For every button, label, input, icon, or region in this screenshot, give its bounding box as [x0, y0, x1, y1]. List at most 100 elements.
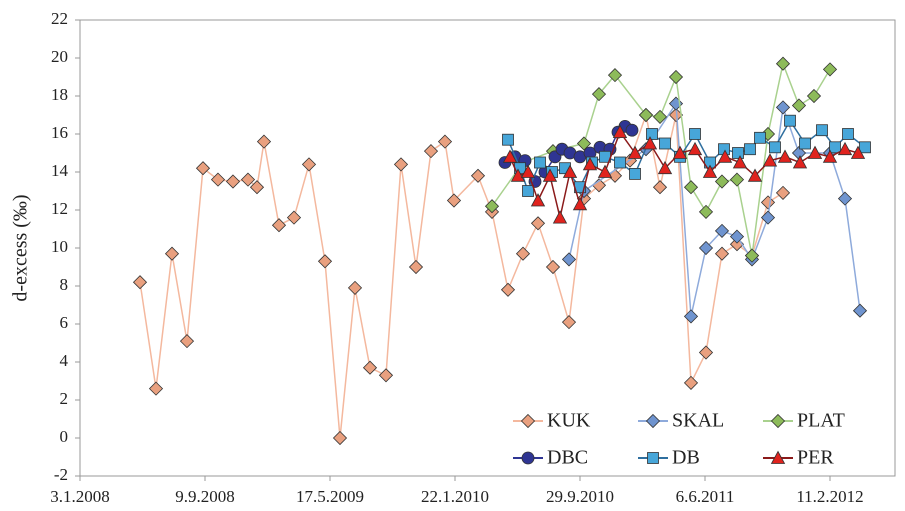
legend-marker [645, 413, 661, 429]
marker [729, 172, 745, 187]
x-tick-label: 22.1.2010 [421, 487, 489, 506]
marker [760, 210, 776, 225]
marker [515, 246, 531, 261]
marker [837, 141, 853, 156]
marker [775, 185, 791, 200]
legend-marker [770, 450, 786, 464]
marker [437, 134, 453, 149]
marker [317, 254, 333, 269]
marker [627, 145, 643, 159]
marker [702, 164, 718, 178]
marker [470, 168, 486, 183]
y-tick-label: 0 [60, 427, 69, 446]
marker [652, 180, 668, 195]
x-tick-label: 29.9.2010 [546, 487, 614, 506]
marker [195, 161, 211, 176]
marker [775, 100, 791, 115]
marker [562, 164, 578, 178]
marker [837, 191, 853, 206]
marker [362, 360, 378, 375]
marker [777, 149, 793, 163]
y-tick-label: 8 [60, 275, 69, 294]
marker [646, 128, 658, 140]
marker [347, 280, 363, 295]
y-tick-label: 14 [51, 161, 69, 180]
marker [530, 193, 546, 207]
marker [744, 248, 760, 263]
marker [249, 180, 265, 195]
marker [545, 259, 561, 275]
marker [683, 180, 699, 195]
x-tick-label: 3.1.2008 [50, 487, 110, 506]
marker [286, 210, 302, 225]
marker [698, 204, 714, 219]
marker [714, 174, 730, 189]
y-tick-label: -2 [54, 465, 68, 484]
marker [164, 246, 180, 261]
y-tick-label: 6 [60, 313, 69, 332]
legend-marker [520, 413, 536, 429]
marker [729, 229, 745, 244]
marker [446, 193, 462, 208]
marker [652, 109, 668, 124]
marker [612, 124, 628, 139]
marker [484, 199, 500, 214]
marker [225, 174, 241, 189]
x-tick-label: 9.9.2008 [175, 487, 235, 506]
marker [799, 137, 811, 150]
y-tick-label: 4 [60, 351, 69, 370]
marker [510, 168, 526, 182]
marker [744, 143, 756, 156]
legend-marker [770, 413, 786, 429]
marker [500, 282, 516, 297]
legend: KUK SKAL PLAT DBC DB PER [513, 410, 845, 469]
marker [689, 128, 701, 140]
marker [668, 69, 684, 85]
marker [240, 172, 256, 187]
marker [717, 149, 733, 163]
marker [629, 167, 641, 180]
legend-label: PER [797, 447, 834, 469]
marker [806, 88, 822, 104]
marker [687, 141, 703, 156]
marker [561, 252, 577, 267]
marker [760, 195, 776, 210]
y-tick-label: 22 [51, 9, 68, 28]
marker [393, 157, 409, 172]
legend-marker [521, 451, 535, 465]
marker [769, 141, 781, 154]
marker [423, 144, 439, 159]
y-tick-label: 12 [51, 199, 68, 218]
legend-label: DB [672, 447, 700, 469]
marker [859, 141, 871, 154]
marker [822, 62, 838, 77]
marker [576, 136, 592, 151]
marker [614, 156, 626, 169]
y-axis-label: d-excess (‰) [10, 194, 32, 301]
marker [210, 172, 226, 187]
marker [829, 141, 841, 154]
marker [572, 196, 588, 211]
marker [822, 149, 838, 163]
marker [659, 137, 671, 150]
marker [698, 240, 714, 256]
marker [638, 107, 654, 123]
marker [542, 168, 558, 182]
marker [842, 128, 854, 140]
marker [642, 136, 658, 150]
marker [582, 157, 598, 171]
marker [378, 368, 394, 383]
marker [502, 149, 518, 163]
marker [732, 147, 744, 159]
x-tick-label: 6.6.2011 [676, 487, 735, 506]
marker [792, 155, 808, 169]
marker [408, 259, 424, 275]
x-tick-label: 11.2.2012 [796, 487, 863, 506]
y-tick-label: 10 [51, 237, 68, 256]
marker [502, 133, 514, 146]
y-tick-label: 18 [51, 85, 68, 104]
marker [683, 309, 699, 324]
y-tick-label: 16 [51, 123, 68, 142]
marker [791, 98, 807, 113]
marker [132, 275, 148, 290]
